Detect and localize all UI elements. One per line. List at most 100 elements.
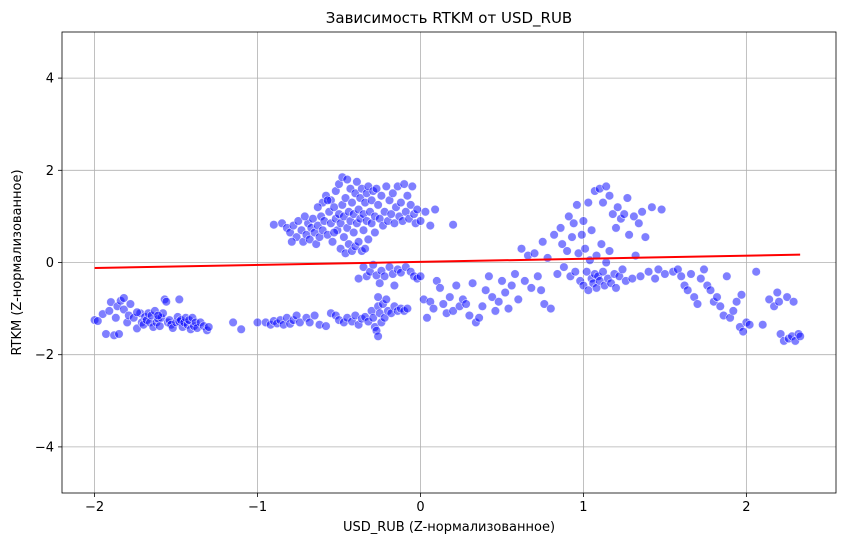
scatter-point	[490, 306, 501, 316]
scatter-point	[578, 216, 589, 226]
scatter-point	[420, 207, 431, 217]
scatter-point	[507, 280, 517, 291]
scatter-point	[611, 223, 621, 233]
scatter-point	[269, 220, 279, 230]
x-tick-label: 1	[579, 500, 587, 515]
scatter-point	[461, 299, 471, 309]
scatter-point	[577, 230, 587, 240]
scatter-point	[381, 181, 391, 191]
y-tick-label: 0	[46, 256, 54, 271]
scatter-point	[782, 292, 792, 302]
scatter-point	[174, 294, 184, 305]
scatter-point	[627, 274, 637, 284]
scatter-point	[415, 216, 426, 226]
scatter-point	[617, 264, 628, 275]
scatter-point	[758, 320, 768, 330]
scatter-point	[323, 195, 333, 205]
scatter-point	[564, 211, 574, 221]
scatter-point	[529, 248, 540, 258]
scatter-point	[520, 276, 530, 286]
scatter-point	[399, 179, 409, 189]
scatter-point	[539, 299, 549, 309]
scatter-point	[293, 216, 303, 226]
scatter-point	[722, 271, 732, 281]
scatter-point	[349, 227, 359, 238]
scatter-point	[445, 292, 455, 302]
scatter-point	[629, 211, 639, 221]
scatter-point	[650, 274, 660, 284]
scatter-point	[155, 321, 165, 331]
scatter-point	[624, 230, 634, 240]
regression-line	[94, 253, 801, 270]
scatter-point	[604, 191, 615, 201]
scatter-point	[354, 237, 364, 247]
scatter-point	[125, 299, 135, 309]
scatter-point	[604, 246, 615, 256]
scatter-point	[656, 204, 667, 215]
scatter-point	[396, 198, 406, 208]
scatter-point	[310, 310, 320, 321]
scatter-point	[360, 244, 370, 254]
scatter-point	[526, 283, 536, 293]
y-tick-label: −4	[35, 440, 54, 455]
scatter-point	[228, 317, 238, 328]
scatter-point	[500, 287, 510, 298]
scatter-point	[795, 331, 805, 341]
scatter-point	[536, 285, 546, 295]
scatter-point	[546, 304, 556, 314]
scatter-point	[660, 269, 670, 279]
scatter-point	[370, 227, 380, 238]
scatter-point	[287, 237, 297, 247]
scatter-point	[572, 200, 582, 210]
scatter-point	[305, 234, 315, 244]
scatter-point	[596, 239, 607, 249]
scatter-point	[731, 297, 742, 307]
scatter-point	[510, 269, 520, 279]
scatter-point	[93, 316, 103, 326]
ticks: −2 −1 0 1 2 −4 −2 0 2 4	[35, 72, 751, 515]
scatter-point	[608, 209, 618, 219]
scatter-point	[389, 280, 400, 291]
scatter-point	[601, 181, 611, 191]
scatter-point	[683, 285, 693, 295]
scatter-point	[367, 195, 377, 205]
scatter-point	[637, 207, 647, 217]
scatter-point	[329, 227, 339, 238]
scatter-point	[533, 271, 543, 281]
scatter-point	[772, 287, 782, 298]
scatter-point	[611, 283, 621, 293]
scatter-point	[562, 246, 572, 256]
scatter-point	[549, 230, 559, 240]
scatter-point	[373, 200, 383, 210]
scatter-point	[598, 198, 608, 208]
scatter-point	[448, 220, 458, 230]
x-tick-label: −2	[85, 500, 104, 515]
scatter-point	[422, 313, 432, 323]
scatter-point	[744, 320, 755, 330]
y-tick-label: 4	[46, 72, 54, 87]
scatter-point	[114, 329, 124, 339]
scatter-point	[438, 299, 448, 309]
scatter-point	[119, 293, 129, 303]
scatter-point	[601, 257, 611, 268]
scatter-point	[339, 232, 349, 242]
scatter-point	[552, 269, 563, 279]
scatter-point	[692, 299, 703, 309]
scatter-point	[363, 234, 373, 244]
scatter-point	[402, 304, 413, 314]
scatter-point	[101, 329, 111, 339]
scatter-point	[774, 297, 784, 307]
scatter-point	[376, 191, 387, 201]
scatter-point	[161, 297, 171, 307]
scatter-point	[381, 294, 391, 305]
scatter-point	[406, 200, 416, 210]
scatter-point	[751, 267, 761, 277]
scatter-point	[354, 274, 364, 284]
scatter-point	[412, 204, 422, 215]
scatter-point	[538, 237, 548, 247]
plot-area	[89, 172, 805, 346]
scatter-point	[111, 313, 121, 323]
scatter-point	[705, 285, 716, 295]
scatter-point	[484, 271, 494, 281]
